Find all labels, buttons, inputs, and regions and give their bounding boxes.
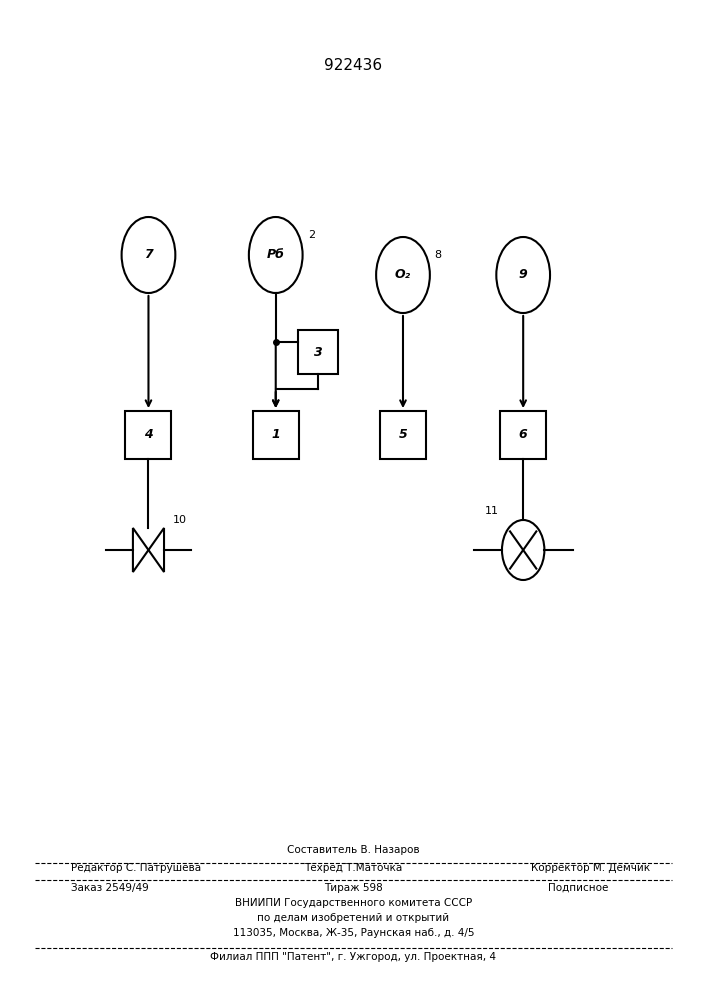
Text: 5: 5 — [399, 428, 407, 442]
Text: 9: 9 — [519, 268, 527, 282]
Text: Редактор С. Патрушева: Редактор С. Патрушева — [71, 863, 201, 873]
Bar — [380, 411, 426, 459]
Text: 7: 7 — [144, 248, 153, 261]
Text: 3: 3 — [314, 346, 322, 359]
Text: 8: 8 — [434, 250, 441, 260]
Text: 113035, Москва, Ж-35, Раунская наб., д. 4/5: 113035, Москва, Ж-35, Раунская наб., д. … — [233, 928, 474, 938]
Text: 4: 4 — [144, 428, 153, 442]
Text: Рб: Рб — [267, 248, 285, 261]
Bar — [298, 330, 338, 374]
Text: Подписное: Подписное — [548, 883, 608, 893]
Text: 11: 11 — [484, 506, 498, 516]
Text: Заказ 2549/49: Заказ 2549/49 — [71, 883, 148, 893]
Text: ВНИИПИ Государственного комитета СССР: ВНИИПИ Государственного комитета СССР — [235, 898, 472, 908]
Bar — [125, 411, 171, 459]
Text: 6: 6 — [519, 428, 527, 442]
Text: Корректор М. Демчик: Корректор М. Демчик — [532, 863, 650, 873]
Bar — [500, 411, 546, 459]
Text: 2: 2 — [308, 230, 315, 240]
Text: Техред Т.Маточка: Техред Т.Маточка — [305, 863, 402, 873]
Text: 10: 10 — [173, 515, 187, 525]
Text: по делам изобретений и открытий: по делам изобретений и открытий — [257, 913, 450, 923]
Text: Филиал ППП "Патент", г. Ужгород, ул. Проектная, 4: Филиал ППП "Патент", г. Ужгород, ул. Про… — [211, 952, 496, 962]
Text: 1: 1 — [271, 428, 280, 442]
Bar — [253, 411, 298, 459]
Text: Составитель В. Назаров: Составитель В. Назаров — [287, 845, 420, 855]
Text: О₂: О₂ — [395, 268, 411, 282]
Text: 922436: 922436 — [325, 57, 382, 73]
Text: Тираж 598: Тираж 598 — [324, 883, 383, 893]
